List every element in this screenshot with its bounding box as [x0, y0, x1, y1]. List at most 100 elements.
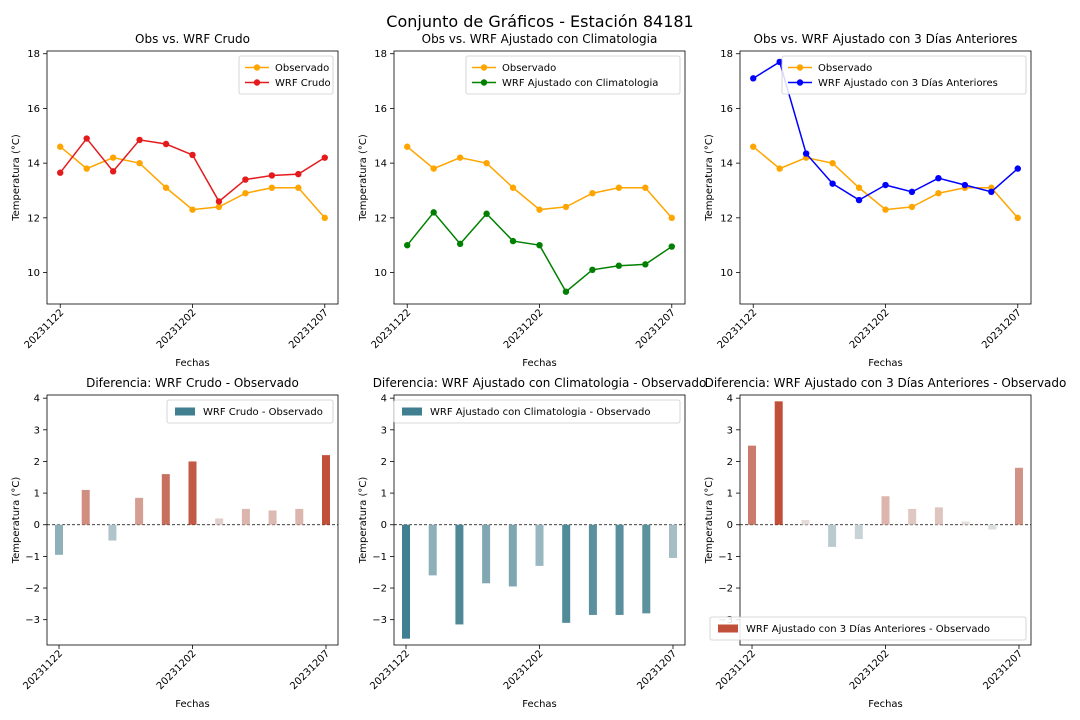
x-axis-label: Fechas — [175, 699, 210, 710]
data-point — [136, 136, 143, 144]
x-tick-label: 20231207 — [635, 648, 679, 692]
bar — [482, 524, 491, 584]
bar — [321, 455, 330, 525]
series-line — [59, 137, 326, 203]
data-point — [855, 184, 863, 191]
x-tick-label: 20231202 — [502, 648, 546, 692]
legend-swatch-marker — [796, 64, 804, 71]
data-point — [430, 165, 437, 172]
legend-swatch-marker — [480, 79, 488, 86]
data-point — [882, 181, 889, 189]
data-point — [109, 154, 117, 161]
bar — [455, 524, 464, 625]
y-tick-label: 3 — [727, 425, 733, 436]
bar — [135, 497, 144, 525]
chart-panel-2: Obs vs. WRF Ajustado con Climatologia 10 1… — [358, 32, 686, 369]
data-point — [536, 241, 543, 249]
data-point — [908, 188, 916, 196]
bar — [774, 401, 783, 525]
data-point — [855, 196, 863, 204]
legend-label: Observado — [275, 63, 329, 74]
y-tick-label: 12 — [720, 213, 733, 224]
data-point — [908, 203, 916, 211]
data-point — [483, 159, 490, 167]
y-tick-label: 18 — [374, 49, 387, 60]
figure-suptitle: Conjunto de Gráficos - Estación 84181 — [386, 12, 693, 31]
chart-panel-5: Diferencia: WRF Ajustado con Climatologi… — [358, 376, 706, 710]
x-tick-label: 20231122 — [714, 648, 758, 692]
x-tick-label: 20231122 — [370, 307, 414, 351]
data-point — [668, 214, 675, 222]
y-axis-label: Temperatura (°C) — [358, 134, 369, 222]
legend-label: Observado — [502, 63, 556, 74]
bar — [508, 524, 517, 587]
legend-box — [166, 399, 334, 424]
x-tick-label: 20231202 — [502, 307, 546, 351]
data-point — [589, 190, 596, 197]
bar — [961, 521, 970, 525]
legend: WRF Crudo - Observado — [166, 399, 334, 424]
data-point — [404, 241, 411, 249]
data-point — [321, 214, 328, 222]
y-tick-label: 14 — [720, 159, 733, 170]
data-point — [935, 174, 942, 182]
y-tick-label: 2 — [381, 457, 387, 468]
y-tick-label: −1 — [372, 552, 387, 563]
bar — [988, 524, 997, 530]
bar — [908, 508, 917, 525]
y-tick-label: 10 — [720, 268, 733, 279]
y-tick-label: −3 — [25, 615, 40, 626]
chart-panel-4: Diferencia: WRF Crudo - Observado −3 −2 −1 0… — [11, 376, 339, 710]
data-point — [536, 206, 543, 213]
x-axis-label: Fechas — [868, 699, 903, 710]
bar — [828, 524, 837, 547]
y-tick-label: 4 — [34, 394, 40, 405]
legend-box — [393, 399, 681, 424]
data-point — [404, 143, 411, 150]
chart-title: Diferencia: WRF Ajustado con 3 Días Ante… — [705, 376, 1067, 390]
data-point — [750, 143, 757, 150]
legend-swatch-marker — [253, 79, 261, 86]
x-tick-label: 20231122 — [716, 307, 760, 351]
data-point — [321, 154, 328, 161]
data-point — [642, 184, 649, 191]
data-point — [509, 184, 517, 191]
y-tick-label: 18 — [720, 49, 733, 60]
data-point — [57, 169, 64, 176]
legend-label: Observado — [818, 63, 872, 74]
legend-label: WRF Ajustado con 3 Días Anteriores - Obs… — [746, 623, 990, 635]
data-point — [215, 203, 223, 211]
bar — [188, 461, 197, 525]
legend-swatch — [175, 407, 195, 416]
x-tick-label: 20231122 — [368, 648, 412, 692]
bar — [934, 507, 943, 525]
chart-title: Obs vs. WRF Crudo — [135, 32, 250, 46]
data-point — [83, 135, 90, 142]
x-tick-label: 20231202 — [155, 648, 199, 692]
bar — [801, 520, 810, 525]
data-point — [189, 206, 196, 213]
y-tick-label: 4 — [727, 394, 733, 405]
bar — [295, 508, 304, 525]
bar — [81, 489, 90, 525]
y-tick-label: 16 — [374, 104, 387, 115]
legend-label: WRF Crudo - Observado — [203, 407, 323, 418]
data-point — [268, 172, 276, 179]
chart-title: Obs vs. WRF Ajustado con Climatologia — [422, 32, 658, 46]
y-tick-label: 14 — [27, 159, 40, 170]
x-tick-label: 20231207 — [287, 307, 331, 351]
legend-label: WRF Ajustado con Climatologia — [502, 78, 658, 89]
bar — [215, 518, 224, 525]
x-axis-label: Fechas — [868, 358, 903, 369]
legend-label: WRF Ajustado con Climatologia - Observad… — [430, 407, 651, 418]
data-point — [295, 170, 302, 178]
y-tick-label: 3 — [381, 425, 387, 436]
y-tick-label: 14 — [374, 159, 387, 170]
data-point — [83, 165, 90, 172]
chart-title: Diferencia: WRF Ajustado con Climatologi… — [373, 376, 707, 390]
legend-swatch — [402, 407, 422, 416]
y-tick-label: 12 — [374, 213, 387, 224]
data-point — [136, 159, 143, 167]
y-tick-label: 2 — [727, 457, 733, 468]
x-tick-label: 20231207 — [980, 307, 1024, 351]
